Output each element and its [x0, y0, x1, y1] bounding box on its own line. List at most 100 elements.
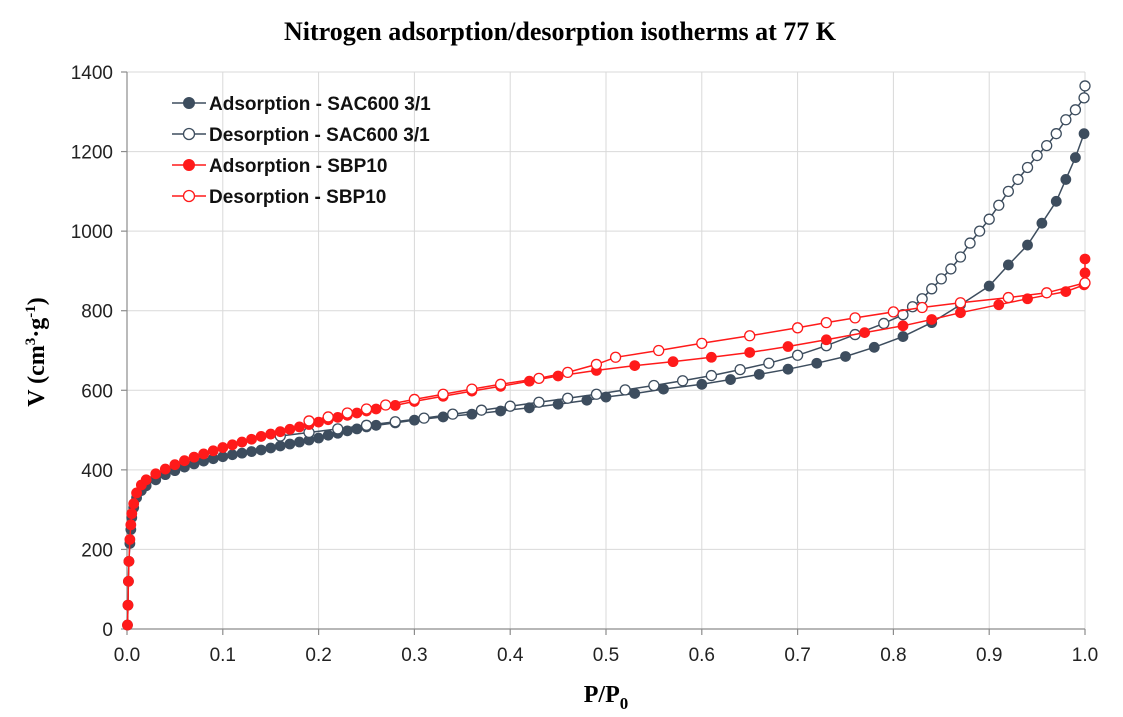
data-point: [1060, 114, 1072, 126]
data-point: [226, 439, 238, 451]
data-point: [246, 446, 257, 457]
data-point: [820, 316, 832, 329]
data-point: [648, 379, 660, 392]
data-point: [935, 273, 947, 285]
data-point: [1078, 128, 1090, 140]
y-tick-labels: 0 200 400 600 800 1000 1200 1400: [71, 63, 113, 641]
y-axis-title: V (cm3·g-1): [23, 297, 50, 407]
x-tick-label: 0.5: [593, 645, 619, 666]
data-point: [274, 440, 286, 452]
data-point: [820, 334, 832, 346]
data-point: [1078, 92, 1090, 104]
legend: Adsorption - SAC600 3/1 Desorption - SAC6…: [172, 94, 431, 208]
data-point: [1022, 293, 1033, 305]
data-point: [1002, 185, 1015, 198]
x-tick-label: 0.6: [689, 645, 715, 666]
data-point: [294, 436, 305, 448]
data-point: [629, 388, 641, 399]
y-axis-title-part-1: V (cm: [24, 345, 50, 407]
data-point: [734, 363, 746, 376]
data-point: [1022, 239, 1033, 251]
y-tick-label: 200: [81, 540, 113, 561]
data-point: [705, 351, 717, 363]
data-point: [226, 449, 238, 461]
data-point: [217, 442, 229, 453]
data-point: [322, 429, 334, 441]
data-point: [916, 301, 928, 314]
series-4: [303, 277, 1091, 427]
data-point: [782, 341, 794, 352]
y-tick-label: 1000: [71, 222, 113, 243]
data-point: [437, 388, 449, 400]
data-point: [878, 317, 890, 330]
legend-item: Adsorption - SAC600 3/1: [172, 94, 431, 115]
data-point: [696, 378, 708, 390]
data-point: [437, 411, 449, 423]
data-point: [122, 599, 134, 611]
data-point: [533, 396, 545, 408]
data-point: [408, 393, 421, 406]
data-point: [1002, 259, 1014, 271]
y-tick-label: 0: [102, 620, 113, 641]
legend-label: Desorption - SAC600 3/1: [209, 125, 430, 146]
data-point: [667, 356, 679, 368]
data-point: [1041, 287, 1053, 299]
data-point: [169, 459, 181, 471]
data-point: [159, 463, 171, 475]
data-point: [1079, 80, 1091, 92]
y-tick-label: 1400: [71, 63, 113, 84]
data-point: [179, 455, 190, 467]
y-axis-title-part-3: ): [24, 297, 50, 305]
legend-label: Desorption - SBP10: [209, 187, 386, 208]
series-2: [274, 80, 1091, 442]
x-tick-label: 0.4: [497, 645, 524, 666]
y-tick-label: 400: [81, 461, 113, 482]
data-point: [447, 408, 459, 420]
data-point: [696, 337, 708, 349]
data-point: [150, 468, 162, 480]
data-point: [1079, 267, 1091, 279]
data-point: [265, 442, 277, 454]
data-point: [140, 474, 152, 486]
legend-item: Desorption - SBP10: [172, 187, 386, 208]
data-point: [753, 368, 765, 380]
data-point: [983, 213, 995, 225]
data-point: [207, 445, 219, 457]
data-point: [475, 404, 488, 416]
data-point: [332, 423, 344, 435]
data-point: [380, 399, 392, 411]
data-point: [494, 378, 507, 390]
data-point: [945, 263, 957, 275]
data-point: [782, 363, 794, 375]
data-point: [1060, 174, 1072, 185]
x-tick-label: 0.2: [305, 645, 331, 666]
x-axis-title: P/P0: [584, 682, 629, 713]
data-point: [897, 331, 909, 342]
data-point: [744, 347, 756, 358]
x-tick-label: 0.8: [880, 645, 906, 666]
x-axis-title-main: P/P: [584, 682, 620, 708]
data-point: [303, 415, 315, 427]
data-point: [791, 349, 804, 361]
data-point: [122, 619, 133, 631]
legend-marker: [182, 127, 196, 141]
data-point: [360, 403, 373, 415]
data-point: [955, 307, 966, 319]
legend-marker: [183, 97, 195, 109]
data-point: [629, 360, 641, 372]
x-tick-label: 1.0: [1072, 645, 1098, 666]
data-point: [370, 419, 382, 431]
data-point: [1002, 291, 1015, 304]
data-point: [725, 374, 736, 385]
data-point: [993, 199, 1005, 211]
data-point: [1031, 149, 1043, 162]
data-point: [954, 251, 967, 263]
data-point: [274, 426, 286, 438]
y-axis-title-sup-1: 3: [23, 338, 39, 346]
y-tick-label: 600: [81, 381, 113, 402]
data-point: [590, 388, 603, 400]
x-tick-label: 0.9: [976, 645, 1002, 666]
data-point: [744, 330, 756, 342]
data-point: [466, 383, 478, 395]
data-point: [236, 447, 248, 459]
